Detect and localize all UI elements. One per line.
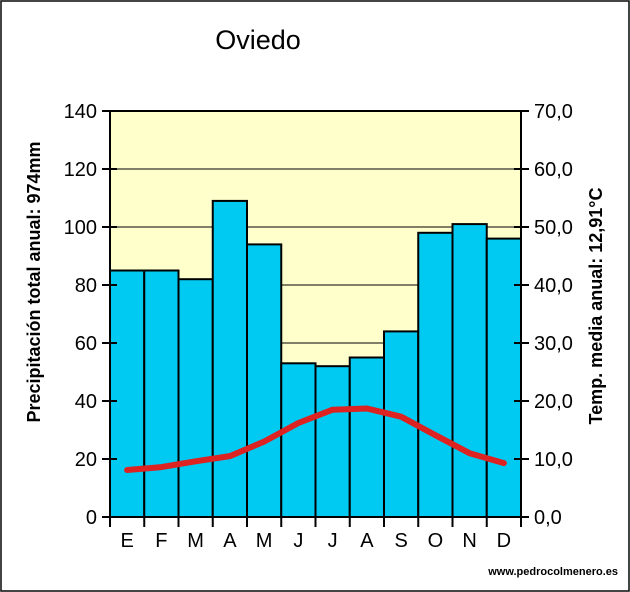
right-tick-label: 70,0 [534,101,573,123]
precipitation-bar [451,223,488,518]
right-tick-label: 40,0 [534,275,573,297]
left-tick-label: 40 [75,391,97,413]
right-axis-title: Temp. media anual: 12,91°C [586,188,606,425]
axis-ticks [102,110,529,527]
left-axis-tick-labels: 0 20 40 60 80 100 120 140 [64,101,97,529]
precipitation-bar [417,231,454,519]
right-tick-label: 30,0 [534,333,573,355]
watermark: www.pedrocolmenero.es [487,566,618,578]
precipitation-bar [280,362,317,518]
precipitation-bar [485,237,522,518]
left-tick-label: 140 [64,101,97,123]
precipitation-bar [177,278,214,519]
month-label: F [155,530,167,552]
left-tick-label: 120 [64,159,97,181]
right-tick-label: 0,0 [534,507,562,529]
precipitation-bar [246,243,283,518]
precipitation-bar [348,356,385,518]
month-label: S [394,530,407,552]
month-label: D [497,530,511,552]
month-label: E [120,530,133,552]
month-label: M [187,530,204,552]
left-axis-title: Precipitación total anual: 974mm [24,141,44,422]
month-label: N [462,530,476,552]
month-label: O [428,530,444,552]
temperature-line [124,405,507,473]
precipitation-bar [211,199,248,518]
right-axis-tick-labels: 0,0 10,0 20,0 30,0 40,0 50,0 60,0 70,0 [534,101,573,529]
left-tick-label: 80 [75,275,97,297]
month-label: M [256,530,273,552]
left-tick-label: 0 [86,507,97,529]
precipitation-bar [109,269,146,518]
precipitation-bar [143,269,180,518]
right-tick-label: 50,0 [534,217,573,239]
month-label: J [328,530,338,552]
chart-title: Oviedo [215,25,301,55]
right-tick-label: 60,0 [534,159,573,181]
right-tick-label: 10,0 [534,449,573,471]
precipitation-bar [314,365,351,519]
right-tick-label: 20,0 [534,391,573,413]
month-label: A [360,530,374,552]
left-tick-label: 100 [64,217,97,239]
month-label: J [293,530,303,552]
left-tick-label: 60 [75,333,97,355]
left-tick-label: 20 [75,449,97,471]
month-label: A [223,530,237,552]
